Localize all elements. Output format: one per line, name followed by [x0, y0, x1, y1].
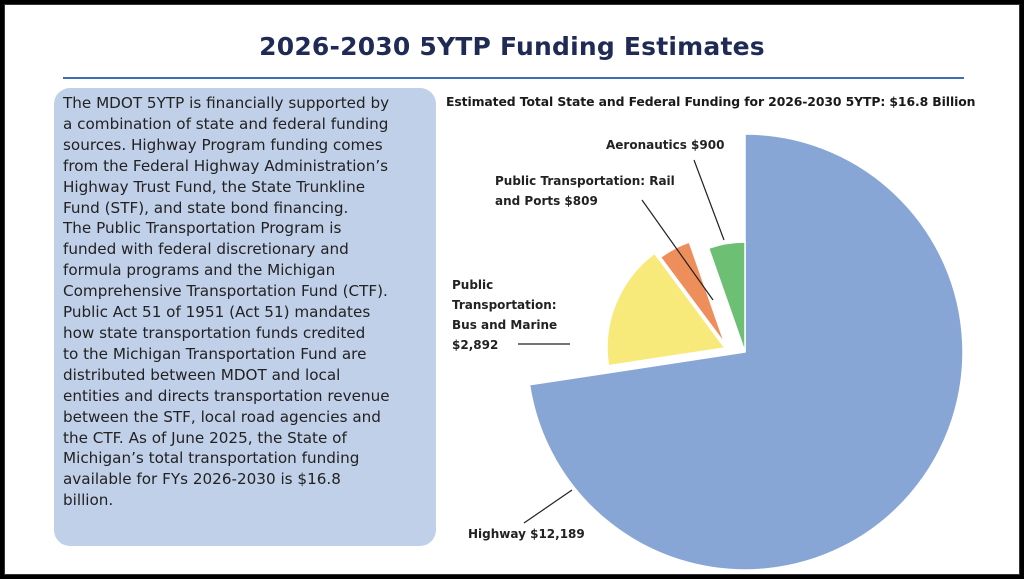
- description-line: to the Michigan Transportation Fund are: [63, 344, 367, 363]
- description-line: entities and directs transportation reve…: [63, 386, 390, 405]
- description-line: how state transportation funds credited: [63, 323, 366, 342]
- description-line: Fund (STF), and state bond financing.: [63, 198, 349, 217]
- pie-slice-highway: [528, 133, 964, 571]
- leader-line-highway: [523, 489, 573, 524]
- description-line: between the STF, local road agencies and: [63, 407, 381, 426]
- leader-line-rail-and-ports: [641, 199, 714, 301]
- description-line: The Public Transportation Program is: [63, 219, 342, 238]
- slice-label-highway: Highway $12,189: [468, 527, 585, 541]
- description-panel: The MDOT 5YTP is financially supported b…: [54, 88, 436, 546]
- title-divider: [63, 77, 964, 79]
- leader-line-aeronautics: [693, 159, 725, 241]
- page-title: 2026-2030 5YTP Funding Estimates: [259, 32, 765, 61]
- description-line: sources. Highway Program funding comes: [63, 135, 383, 154]
- description-line: The MDOT 5YTP is financially supported b…: [63, 94, 390, 112]
- pie-slice-bus-and-marine: [606, 252, 727, 367]
- description-line: from the Federal Highway Administration’…: [63, 156, 389, 175]
- slice-label-aeronautics: Aeronautics $900: [606, 138, 724, 152]
- description-line: available for FYs 2026-2030 is $16.8: [63, 470, 341, 489]
- slice-label-rail-and-ports: Public Transportation: Rail and Ports $80…: [495, 174, 675, 208]
- description-line: a combination of state and federal fundi…: [63, 114, 389, 133]
- description-line: billion.: [63, 491, 114, 510]
- description-line: Public Act 51 of 1951 (Act 51) mandates: [63, 303, 371, 322]
- description-line: the CTF. As of June 2025, the State of: [63, 428, 347, 447]
- description-line: Comprehensive Transportation Fund (CTF).: [63, 282, 388, 301]
- description-line: funded with federal discretionary and: [63, 240, 349, 259]
- description-line: formula programs and the Michigan: [63, 261, 336, 280]
- description-line: Michigan’s total transportation funding: [63, 449, 360, 468]
- slice-label-bus-and-marine: Public Transportation: Bus and Marine $2,89…: [452, 278, 557, 352]
- description-line: Highway Trust Fund, the State Trunkline: [63, 177, 366, 196]
- chart-title: Estimated Total State and Federal Fundin…: [446, 94, 976, 109]
- pie-slice-rail-and-ports: [659, 241, 726, 345]
- pie-slice-aeronautics: [707, 241, 746, 353]
- description-line: distributed between MDOT and local: [63, 365, 341, 384]
